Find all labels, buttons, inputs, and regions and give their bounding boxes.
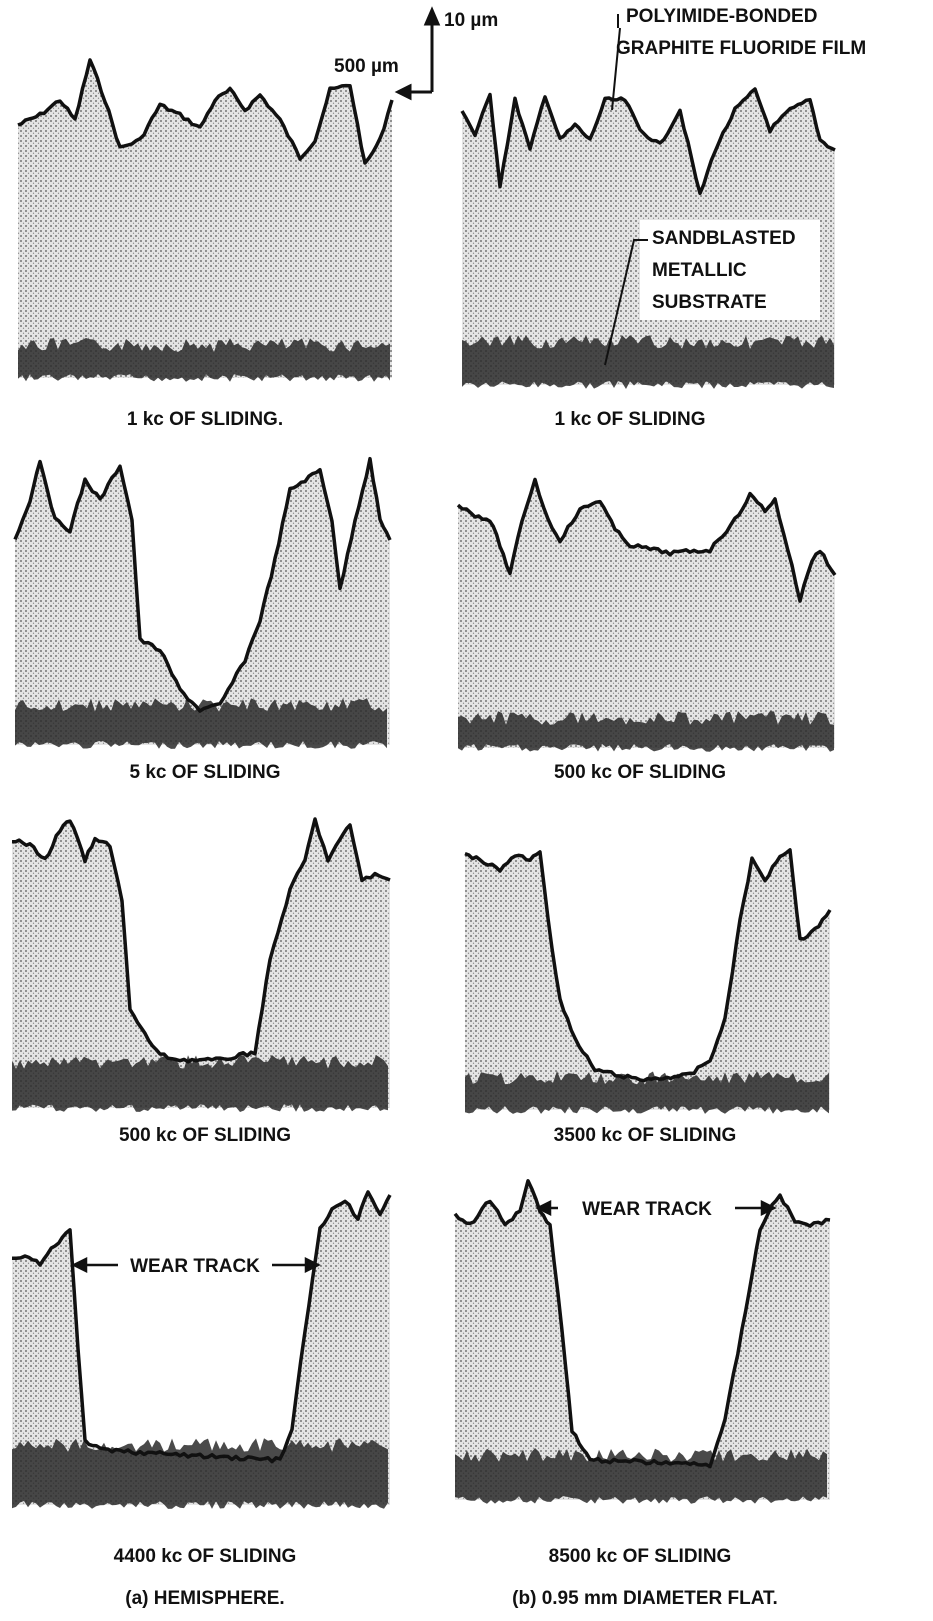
film-area [18, 60, 392, 378]
film-label: POLYIMIDE-BONDED [626, 6, 817, 27]
figure: 10 µm 500 µm POLYIMIDE-BONDED GRAPHITE F… [0, 0, 933, 1616]
panel-caption: 3500 kc OF SLIDING [554, 1125, 737, 1146]
substrate [455, 1448, 827, 1504]
panel-caption: 1 kc OF SLIDING [555, 409, 706, 430]
substrate [462, 335, 834, 389]
panel-caption: 8500 kc OF SLIDING [549, 1546, 732, 1567]
panel-caption: 500 kc OF SLIDING [119, 1125, 291, 1146]
column-caption: (b) 0.95 mm DIAMETER FLAT. [512, 1588, 778, 1609]
film-label: GRAPHITE FLUORIDE FILM [616, 38, 866, 59]
scale-marker [398, 10, 438, 98]
substrate-label: SUBSTRATE [652, 292, 767, 313]
column-caption: (a) HEMISPHERE. [125, 1588, 284, 1609]
film-area [465, 850, 830, 1110]
scale-vertical: 10 µm [444, 10, 498, 31]
page: 10 µm 500 µm POLYIMIDE-BONDED GRAPHITE F… [0, 0, 933, 1616]
substrate-label: METALLIC [652, 260, 747, 281]
wear-track-label: WEAR TRACK [130, 1256, 260, 1277]
panel-caption: 4400 kc OF SLIDING [114, 1546, 297, 1567]
leader-line [612, 14, 620, 110]
panel-caption: 500 kc OF SLIDING [554, 762, 726, 783]
substrate-label: SANDBLASTED [652, 228, 796, 249]
panel-caption: 1 kc OF SLIDING. [127, 409, 283, 430]
scale-horizontal: 500 µm [334, 56, 399, 77]
wear-track-label: WEAR TRACK [582, 1199, 712, 1220]
panel-caption: 5 kc OF SLIDING [130, 762, 281, 783]
